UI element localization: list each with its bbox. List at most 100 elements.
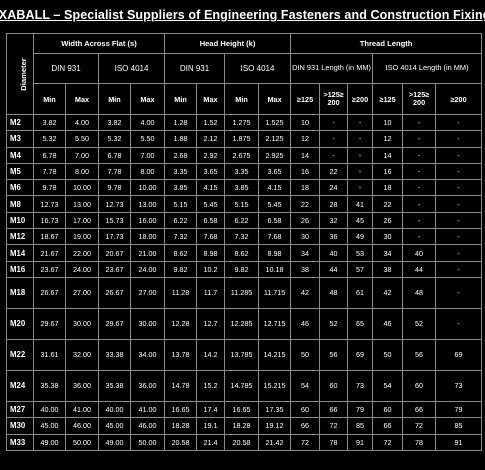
- value-cell: 33.38: [98, 338, 131, 371]
- column-header: ≥125: [290, 83, 321, 115]
- value-cell: 18.28: [164, 417, 198, 435]
- width-across-flat-header: Width Across Flat (s): [32, 33, 166, 54]
- value-cell: 23.67: [33, 260, 66, 278]
- value-cell: 8.00: [129, 162, 166, 181]
- value-cell: 15.2: [196, 369, 226, 402]
- value-cell: -: [435, 146, 483, 164]
- table-row: M30 45.00 46.00 45.00 46.00 18.28 19.1 18.28 19.…: [6, 417, 483, 435]
- value-cell: 14.215: [258, 338, 292, 371]
- value-cell: 32.00: [65, 338, 99, 371]
- standard-header: ISO 4014: [97, 53, 166, 84]
- value-cell: -: [347, 162, 374, 181]
- size-cell: M4: [6, 146, 34, 164]
- value-cell: 27.00: [65, 276, 99, 309]
- value-cell: -: [435, 211, 483, 230]
- value-cell: -: [402, 211, 437, 230]
- value-cell: 69: [347, 338, 374, 371]
- value-cell: 72: [319, 417, 349, 435]
- value-cell: 2.925: [258, 146, 292, 164]
- value-cell: 60: [402, 369, 437, 402]
- value-cell: 79: [435, 400, 483, 419]
- value-cell: 45.00: [33, 417, 66, 435]
- table-row: M22 31.61 32.00 33.38 34.00 13.78 14.2 13.785 14…: [6, 338, 483, 371]
- value-cell: -: [435, 195, 483, 213]
- value-cell: -: [435, 307, 483, 340]
- value-cell: 5.50: [129, 130, 166, 148]
- value-cell: -: [435, 228, 483, 246]
- page-title: FIXABALL – Specialist Suppliers of Engin…: [0, 8, 485, 22]
- value-cell: 19.1: [196, 417, 226, 435]
- value-cell: 30.00: [129, 307, 166, 340]
- value-cell: 36.00: [129, 369, 166, 402]
- value-cell: 12: [372, 130, 404, 148]
- value-cell: 10.2: [196, 260, 226, 278]
- value-cell: 14.2: [196, 338, 226, 371]
- value-cell: 24: [319, 179, 349, 197]
- column-header-row: Min Max Min Max Min Max Min Max ≥125 >125≥ 200 ≥20…: [7, 83, 483, 115]
- table-row: M10 16.73 17.00 15.73 16.00 6.22 6.58 6.22 6.58 2…: [6, 211, 483, 230]
- value-cell: 50.00: [65, 433, 99, 451]
- value-cell: 28: [319, 195, 349, 213]
- value-cell: 32: [319, 211, 349, 230]
- column-header: ≥125: [372, 83, 404, 115]
- value-cell: 21.42: [258, 433, 292, 451]
- size-cell: M18: [6, 276, 34, 309]
- value-cell: 41: [347, 195, 374, 213]
- value-cell: 40.00: [33, 400, 66, 419]
- value-cell: 49.00: [33, 433, 66, 451]
- value-cell: 52: [402, 307, 437, 340]
- column-header: ≥200: [347, 83, 374, 115]
- value-cell: 26.67: [98, 276, 131, 309]
- value-cell: 19.00: [65, 228, 99, 246]
- value-cell: 11.28: [164, 276, 198, 309]
- value-cell: 8.98: [258, 244, 292, 262]
- size-cell: M27: [6, 400, 34, 419]
- value-cell: 48: [319, 276, 349, 309]
- value-cell: 21.00: [129, 244, 166, 262]
- column-header: Max: [258, 83, 292, 115]
- standard-header: DIN 931: [33, 53, 99, 84]
- value-cell: 60: [372, 400, 404, 419]
- value-cell: 73: [435, 369, 483, 402]
- value-cell: 49.00: [98, 433, 131, 451]
- value-cell: 5.32: [98, 130, 131, 148]
- value-cell: -: [319, 146, 349, 164]
- value-cell: 10.00: [65, 179, 99, 197]
- value-cell: 20.58: [164, 433, 198, 451]
- table-row: M2 3.82 4.00 3.82 4.00 1.28 1.52 1.275 1.525 10- -…: [6, 113, 483, 132]
- value-cell: 6.78: [33, 146, 66, 164]
- value-cell: 40.00: [98, 400, 131, 419]
- value-cell: 5.50: [65, 130, 99, 148]
- value-cell: 1.52: [196, 113, 226, 132]
- value-cell: 3.85: [224, 179, 260, 197]
- column-header: Min: [33, 83, 66, 115]
- value-cell: 2.68: [164, 146, 198, 164]
- value-cell: -: [402, 228, 437, 246]
- value-cell: 14: [372, 146, 404, 164]
- value-cell: 22: [319, 162, 349, 181]
- value-cell: 73: [347, 369, 374, 402]
- column-header: Max: [129, 83, 166, 115]
- column-header: Max: [65, 83, 99, 115]
- value-cell: 7.68: [196, 228, 226, 246]
- table-row: M3 5.32 5.50 5.32 5.50 1.88 2.12 1.875 2.125 12- -…: [6, 130, 483, 148]
- value-cell: 79: [347, 400, 374, 419]
- table-row: M33 49.00 50.00 49.00 50.00 20.58 21.4 20.58 21.…: [6, 433, 483, 451]
- table-row: M20 29.67 30.00 29.67 30.00 12.28 12.7 12.285 12…: [6, 307, 483, 340]
- fastener-table: Diameter Width Across Flat (s) Head Heig…: [6, 33, 483, 451]
- value-cell: 24.00: [129, 260, 166, 278]
- size-cell: M33: [6, 433, 34, 451]
- value-cell: 46.00: [65, 417, 99, 435]
- size-cell: M20: [6, 307, 34, 340]
- value-cell: 4.00: [129, 113, 166, 132]
- value-cell: 72: [290, 433, 321, 451]
- value-cell: 38: [372, 260, 404, 278]
- value-cell: 26.67: [33, 276, 66, 309]
- value-cell: 29.67: [98, 307, 131, 340]
- value-cell: 12.285: [224, 307, 260, 340]
- value-cell: 18: [290, 179, 321, 197]
- value-cell: 66: [319, 400, 349, 419]
- table-row: M12 18.67 19.00 17.73 18.00 7.32 7.68 7.32 7.68 3…: [6, 228, 483, 246]
- value-cell: 49: [347, 228, 374, 246]
- value-cell: 9.82: [164, 260, 198, 278]
